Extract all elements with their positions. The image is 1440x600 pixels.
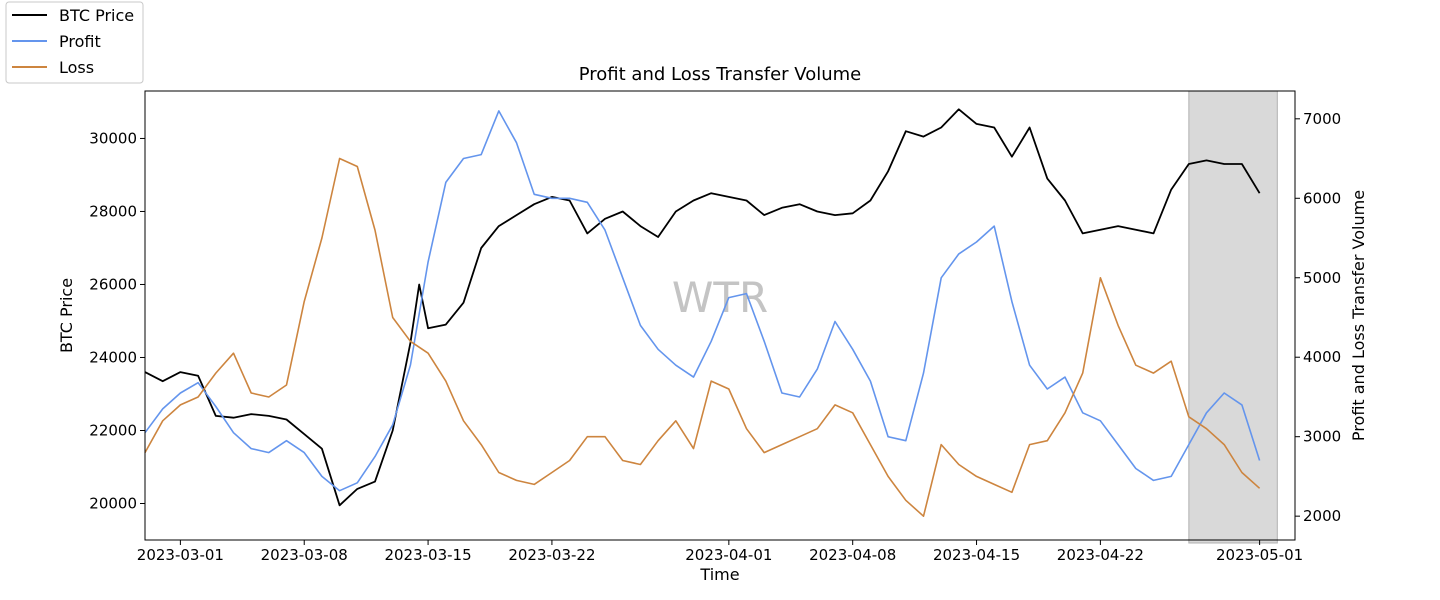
- x-tick-label: 2023-04-01: [685, 546, 772, 564]
- left-y-tick-label: 26000: [89, 275, 137, 293]
- x-tick-label: 2023-03-22: [508, 546, 595, 564]
- x-tick-label: 2023-04-15: [933, 546, 1020, 564]
- legend: BTC Price Profit Loss: [5, 1, 144, 84]
- left-y-tick-label: 28000: [89, 202, 137, 220]
- series-line-loss: [144, 157, 1261, 517]
- x-tick-label: 2023-03-08: [261, 546, 348, 564]
- right-y-tick-label: 6000: [1303, 189, 1341, 207]
- right-y-tick-label: 4000: [1303, 348, 1341, 366]
- shaded-region: [1188, 90, 1278, 544]
- x-tick-label: 2023-05-01: [1216, 546, 1303, 564]
- watermark: WTR: [672, 273, 768, 322]
- plot-frame: [144, 90, 1296, 541]
- left-y-axis: 20000 22000 24000 26000 28000 30000: [89, 129, 145, 512]
- right-y-tick-label: 3000: [1303, 428, 1341, 446]
- right-y-tick-label: 2000: [1303, 507, 1341, 525]
- x-tick-label: 2023-04-22: [1057, 546, 1144, 564]
- series-line-profit: [144, 110, 1261, 492]
- right-y-tick-label: 5000: [1303, 269, 1341, 287]
- left-y-tick-label: 30000: [89, 129, 137, 147]
- legend-label-profit: Profit: [59, 32, 101, 51]
- x-tick-label: 2023-04-08: [809, 546, 896, 564]
- right-y-axis: 2000 3000 4000 5000 6000 7000: [1295, 110, 1341, 525]
- right-y-tick-label: 7000: [1303, 110, 1341, 128]
- x-axis: 2023-03-01 2023-03-08 2023-03-15 2023-03-22…: [137, 540, 1303, 564]
- left-y-tick-label: 20000: [89, 494, 137, 512]
- x-tick-label: 2023-03-15: [384, 546, 471, 564]
- legend-label-loss: Loss: [59, 58, 94, 77]
- x-axis-label: Time: [699, 565, 739, 584]
- left-y-axis-label: BTC Price: [57, 278, 76, 353]
- legend-label-btc-price: BTC Price: [59, 6, 134, 25]
- left-y-tick-label: 22000: [89, 421, 137, 439]
- left-y-tick-label: 24000: [89, 348, 137, 366]
- x-tick-label: 2023-03-01: [137, 546, 224, 564]
- legend-box: [5, 1, 144, 84]
- chart-title: Profit and Loss Transfer Volume: [579, 64, 862, 85]
- series-layer: [144, 108, 1261, 517]
- right-y-axis-label: Profit and Loss Transfer Volume: [1349, 190, 1368, 441]
